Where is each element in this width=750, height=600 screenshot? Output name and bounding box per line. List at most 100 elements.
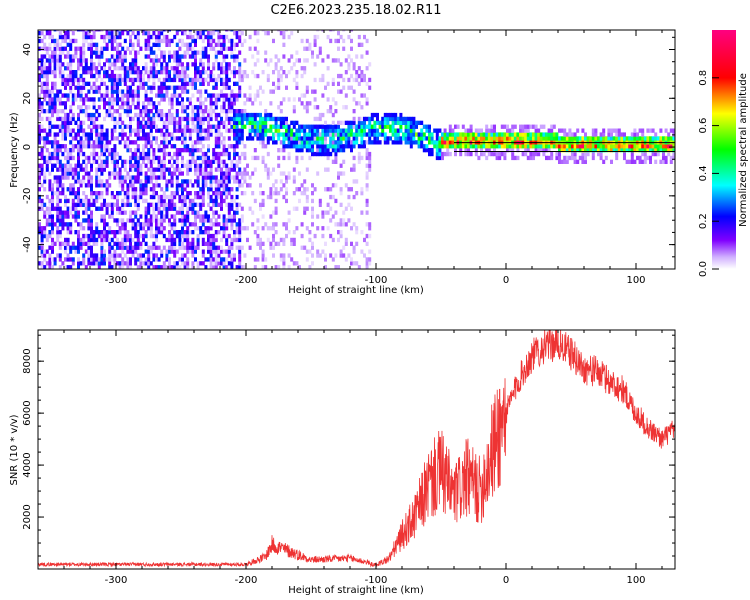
heatmap-cell: [469, 136, 473, 141]
heatmap-cell: [490, 132, 494, 137]
heatmap-cell: [365, 140, 369, 145]
heatmap-cell: [352, 249, 356, 254]
heatmap-cell: [256, 132, 260, 137]
heatmap-cell: [212, 62, 216, 67]
heatmap-cell: [136, 202, 140, 207]
heatmap-cell: [225, 151, 229, 157]
heatmap-cell: [103, 183, 106, 188]
heatmap-cell: [66, 112, 70, 118]
heatmap-cell: [58, 89, 62, 94]
heatmap-cell: [617, 148, 621, 153]
heatmap-cell: [69, 30, 73, 32]
heatmap-cell: [441, 144, 444, 149]
heatmap-cell: [391, 128, 395, 133]
heatmap-cell: [40, 198, 44, 204]
heatmap-cell: [360, 210, 364, 215]
heatmap-cell: [407, 120, 411, 125]
heatmap-cell: [178, 54, 182, 59]
heatmap-cell: [170, 101, 174, 106]
heatmap-cell: [129, 249, 132, 254]
heatmap-cell: [576, 148, 580, 153]
heatmap-cell: [365, 257, 369, 262]
heatmap-cell: [121, 136, 125, 141]
heatmap-cell: [38, 128, 41, 133]
heatmap-cell: [339, 191, 343, 196]
heatmap-cell: [235, 81, 239, 86]
heatmap-cell: [131, 70, 135, 75]
heatmap-cell: [38, 46, 41, 51]
heatmap-cell: [246, 136, 249, 141]
heatmap-cell: [474, 151, 478, 157]
heatmap-cell: [420, 132, 424, 137]
heatmap-cell: [238, 249, 242, 254]
heatmap-cell: [108, 62, 112, 67]
heatmap-cell: [313, 105, 317, 110]
heatmap-cell: [82, 31, 86, 36]
heatmap-cell: [199, 202, 203, 207]
heatmap-cell: [532, 132, 535, 137]
heatmap-cell: [235, 54, 239, 59]
heatmap-cell: [116, 101, 119, 106]
snr-y-axis-label: SNR (10 * v/v): [9, 414, 20, 485]
heatmap-cell: [664, 148, 668, 153]
heatmap-cell: [238, 116, 242, 122]
heatmap-cell: [261, 257, 265, 262]
heatmap-cell: [438, 140, 442, 145]
heatmap-cell: [422, 144, 426, 149]
heatmap-cell: [329, 109, 333, 114]
heatmap-cell: [464, 148, 468, 153]
heatmap-cell: [90, 245, 93, 250]
heatmap-cell: [90, 226, 93, 231]
heatmap-cell: [77, 187, 80, 192]
heatmap-cell: [240, 116, 244, 122]
heatmap-cell: [365, 187, 369, 192]
heatmap-cell: [152, 62, 156, 67]
heatmap-cell: [342, 171, 346, 176]
heatmap-cell: [188, 81, 192, 86]
heatmap-cell: [630, 151, 634, 157]
heatmap-cell: [116, 54, 119, 59]
heatmap-cell: [201, 62, 205, 67]
heatmap-cell: [53, 179, 57, 184]
heatmap-cell: [539, 136, 543, 141]
heatmap-cell: [74, 163, 78, 168]
heatmap-cell: [90, 194, 93, 200]
heatmap-cell: [259, 85, 262, 90]
heatmap-cell: [110, 128, 114, 133]
heatmap-cell: [503, 155, 507, 161]
heatmap-cell: [287, 136, 291, 141]
heatmap-cell: [552, 124, 556, 129]
heatmap-cell: [90, 120, 93, 125]
heatmap-cell: [162, 66, 166, 71]
heatmap-cell: [636, 136, 639, 141]
heatmap-cell: [334, 132, 338, 137]
heatmap-cell: [563, 128, 567, 133]
heatmap-cell: [480, 128, 483, 133]
heatmap-cell: [305, 187, 309, 192]
heatmap-cell: [607, 144, 611, 149]
heatmap-cell: [181, 257, 184, 262]
heatmap-cell: [74, 206, 78, 211]
heatmap-cell: [363, 120, 366, 125]
heatmap-cell: [500, 132, 504, 137]
heatmap-cell: [149, 89, 153, 94]
heatmap-cell: [157, 70, 161, 75]
heatmap-cell: [646, 155, 650, 161]
heatmap-cell: [329, 124, 333, 129]
heatmap-cell: [92, 97, 96, 102]
heatmap-cell: [142, 124, 145, 129]
heatmap-cell: [199, 261, 203, 266]
heatmap-cell: [165, 187, 169, 192]
heatmap-cell: [225, 46, 229, 51]
heatmap-cell: [214, 30, 218, 32]
heatmap-cell: [53, 85, 57, 90]
heatmap-cell: [82, 202, 86, 207]
heatmap-cell: [511, 136, 515, 141]
heatmap-cell: [77, 233, 80, 239]
heatmap-cell: [363, 253, 366, 258]
heatmap-cell: [149, 66, 153, 71]
heatmap-cell: [79, 97, 83, 102]
heatmap-cell: [134, 128, 138, 133]
heatmap-cell: [266, 226, 270, 231]
heatmap-cell: [209, 233, 213, 239]
